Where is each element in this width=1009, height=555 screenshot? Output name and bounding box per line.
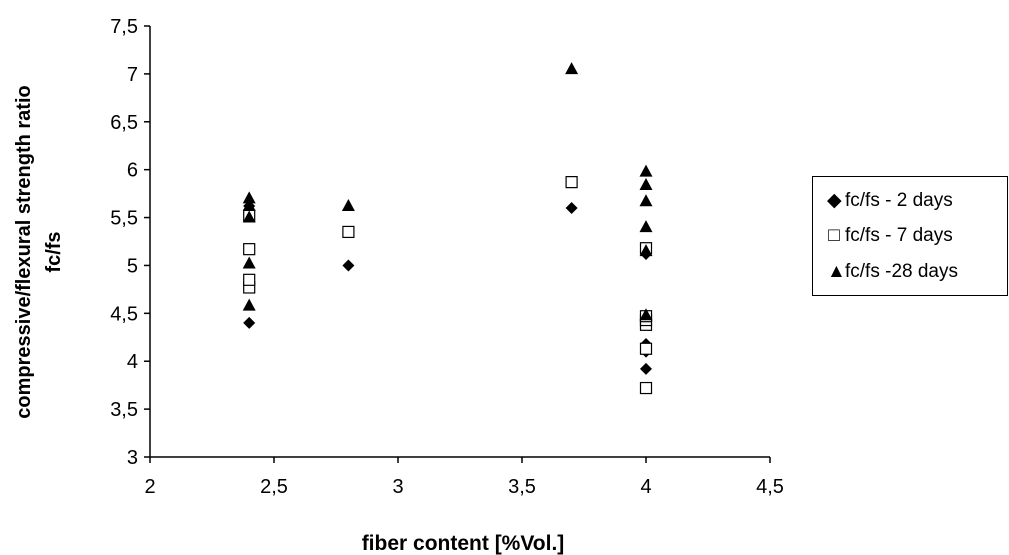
x-axis-label: fiber content [%Vol.] xyxy=(362,532,565,555)
data-point-2-days xyxy=(565,201,578,214)
y-tick-label: 4,5 xyxy=(110,303,138,325)
data-point-7-days xyxy=(243,243,256,256)
data-point-28-days xyxy=(242,199,256,212)
data-point-28-days xyxy=(242,256,256,269)
data-point-28-days xyxy=(639,308,653,321)
data-point-28-days xyxy=(242,191,256,204)
data-point-7-days xyxy=(243,273,256,286)
data-point-7-days xyxy=(639,342,653,355)
y-tick-label: 3,5 xyxy=(110,399,138,421)
legend-item-2-days: ◆ fc/fs - 2 days xyxy=(827,189,953,212)
y-tick-label: 6 xyxy=(127,160,138,182)
data-point-28-days xyxy=(639,194,653,207)
x-tick-label: 4,5 xyxy=(756,476,784,498)
data-point-28-days xyxy=(242,210,256,223)
y-axis-label: compressive/flexural strength ratio xyxy=(13,85,35,418)
data-point-2-days xyxy=(243,316,256,329)
legend-item-28-days: ▲fc/fs -28 days xyxy=(827,261,958,283)
data-point-28-days xyxy=(639,244,653,257)
data-point-7-days xyxy=(342,225,355,239)
square-marker-icon: □ xyxy=(828,225,840,246)
x-tick-label: 3,5 xyxy=(508,476,536,498)
data-point-7-days xyxy=(639,381,653,395)
data-point-28-days xyxy=(639,220,653,233)
triangle-marker-icon: ▲ xyxy=(827,261,846,282)
data-point-28-days xyxy=(242,298,256,311)
x-tick-label: 2 xyxy=(144,476,155,498)
y-tick-label: 5 xyxy=(127,255,138,277)
axes: 2 2,5 3 3,5 4 4,5 3 3,5 4 4,5 5 5,5 6 6,5 7 7,5 xyxy=(110,16,784,498)
y-tick-label: 5,5 xyxy=(110,208,138,230)
x-tick-label: 4 xyxy=(640,476,651,498)
legend-label: fc/fs -28 days xyxy=(845,261,958,282)
x-tick-label: 3 xyxy=(392,476,403,498)
data-point-2-days xyxy=(640,362,652,375)
y-tick-label: 7,5 xyxy=(110,16,138,38)
y-axis-label-unit: fc/fs xyxy=(43,231,65,272)
data-point-28-days xyxy=(565,62,579,75)
legend: ◆ fc/fs - 2 days □ fc/fs - 7 days ▲fc/fs -… xyxy=(812,176,1008,296)
data-point-28-days xyxy=(639,164,653,177)
data-point-7-days xyxy=(565,176,578,189)
legend-item-7-days: □ fc/fs - 7 days xyxy=(827,225,953,247)
diamond-marker-icon: ◆ xyxy=(827,190,842,211)
data-points xyxy=(242,62,653,395)
data-point-2-days xyxy=(342,259,355,272)
legend-label: fc/fs - 2 days xyxy=(845,190,953,211)
data-point-28-days xyxy=(341,199,355,212)
y-tick-label: 7 xyxy=(127,64,138,86)
y-tick-label: 4 xyxy=(127,351,138,373)
y-tick-label: 3 xyxy=(127,447,138,469)
legend-label: fc/fs - 7 days xyxy=(845,225,953,246)
x-tick-label: 2,5 xyxy=(260,476,288,498)
data-point-28-days xyxy=(639,177,653,190)
y-tick-label: 6,5 xyxy=(110,112,138,134)
